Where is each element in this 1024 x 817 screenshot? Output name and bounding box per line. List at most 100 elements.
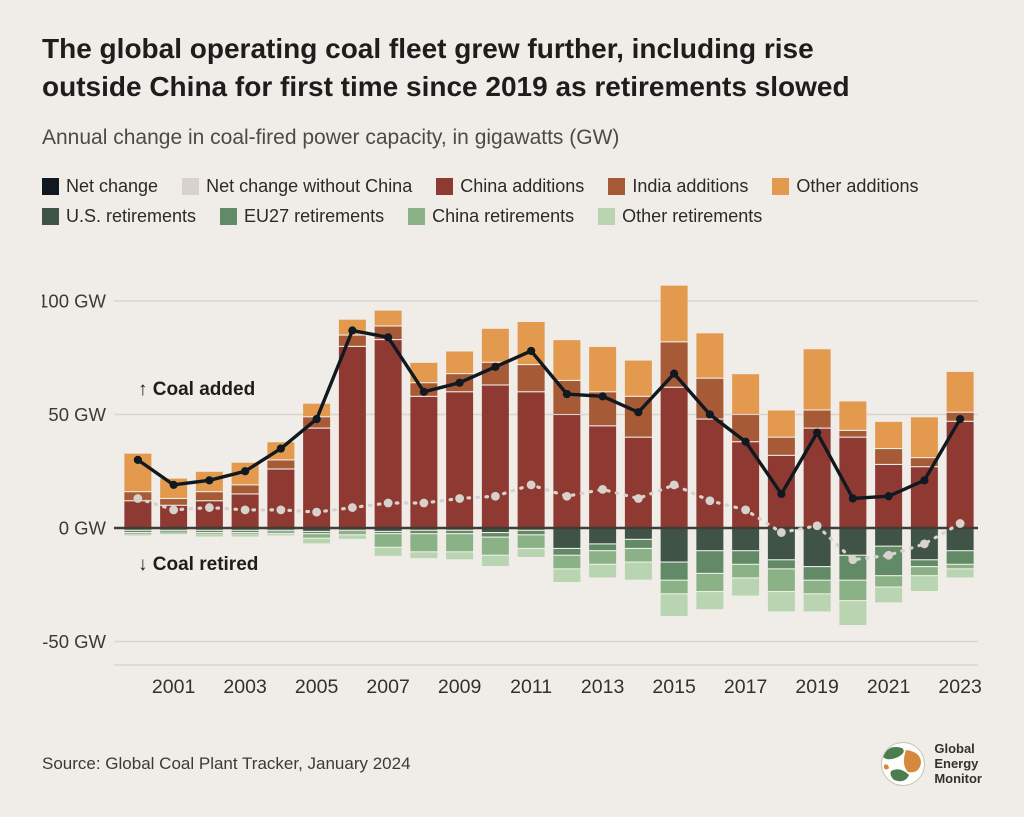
bar-segment (732, 550, 760, 564)
bar-segment (481, 385, 509, 528)
bar-segment (231, 533, 259, 537)
bar-segment (517, 391, 545, 528)
legend-item: China additions (436, 176, 584, 197)
legend-swatch (608, 177, 626, 195)
bar-segment (732, 414, 760, 441)
bar-segment (481, 532, 509, 537)
bar-segment (410, 362, 438, 382)
bar-segment (410, 551, 438, 558)
bar-segment (195, 491, 223, 500)
legend-item: India additions (608, 176, 748, 197)
bar-segment (732, 578, 760, 596)
bar-segment (589, 564, 617, 577)
y-tick-label: 100 GW (42, 290, 107, 311)
legend-swatch (772, 177, 790, 195)
bar-segment (803, 410, 831, 428)
line-point (776, 527, 786, 537)
line-point (312, 414, 321, 423)
legend-label: Net change (66, 175, 159, 196)
line-point (884, 550, 894, 560)
line-point (562, 389, 571, 398)
bar-segment (946, 564, 974, 568)
bar-segment (875, 587, 903, 602)
bar-segment (517, 321, 545, 364)
bar-segment (910, 566, 938, 575)
bar-segment (803, 580, 831, 593)
bar-segment (303, 533, 331, 538)
line-point (669, 480, 679, 489)
bar-segment (481, 528, 509, 532)
bar-segment (624, 528, 652, 539)
line-point (920, 475, 929, 485)
bar-segment (875, 528, 903, 546)
bar-segment (303, 403, 331, 416)
bar-segment (589, 544, 617, 550)
bar-segment (195, 533, 223, 537)
bar-segment (660, 285, 688, 341)
line-point (205, 475, 214, 485)
line-point (419, 387, 428, 396)
line-point (884, 491, 893, 500)
bar-segment (875, 448, 903, 464)
bar-segment (732, 564, 760, 577)
legend-item: Other additions (772, 176, 918, 197)
chart-subtitle: Annual change in coal-fired power capaci… (42, 125, 620, 149)
bar-segment (374, 339, 402, 528)
bar-segment (231, 485, 259, 493)
bar-segment (624, 360, 652, 396)
bar-segment (803, 428, 831, 528)
legend-label: Other additions (796, 175, 919, 196)
bar-segment (303, 528, 331, 531)
coal-retired-annotation: ↓ Coal retired (138, 554, 258, 575)
bar-segment (267, 469, 295, 528)
net-change-without-china-line (136, 482, 962, 561)
line-point (491, 362, 500, 371)
bar-segment (660, 562, 688, 580)
line-point (169, 480, 178, 489)
bar-segment (767, 437, 795, 455)
bar-segment (446, 533, 474, 551)
line-point (455, 493, 465, 503)
x-tick-label: 2019 (795, 676, 838, 698)
line-point (348, 326, 357, 335)
legend-row: U.S. retirements EU27 retirements China re… (42, 206, 982, 227)
bar-segment (660, 580, 688, 593)
line-point (955, 518, 965, 528)
gem-logo-text-line: Monitor (934, 771, 982, 787)
bar-segment (374, 531, 402, 533)
bar-segment (839, 430, 867, 437)
bar-segment (767, 559, 795, 568)
legend-swatch (408, 207, 426, 225)
y-tick-label: -50 GW (42, 631, 106, 652)
bar-segment (446, 551, 474, 559)
bar-segment (517, 534, 545, 548)
bar-segment (875, 421, 903, 448)
line-point (133, 493, 143, 503)
legend-swatch (182, 177, 200, 195)
line-point (598, 391, 607, 401)
bar-segment (338, 531, 366, 534)
legend-item: China retirements (408, 206, 574, 227)
bar-segment (910, 457, 938, 466)
bar-segment (481, 555, 509, 566)
gem-logo-text: Global Energy Monitor (934, 741, 982, 787)
legend-label: U.S. retirements (66, 205, 197, 226)
coal-added-annotation: ↑ Coal added (138, 379, 255, 400)
bar-segment (124, 530, 152, 532)
line-point (490, 491, 500, 501)
line-point (812, 520, 822, 530)
bar-segment (660, 387, 688, 528)
x-tick-label: 2011 (510, 676, 552, 698)
bar-segment (910, 575, 938, 591)
legend-item: EU27 retirements (220, 206, 384, 227)
x-tick-label: 2009 (438, 676, 481, 698)
bar-segment (839, 555, 867, 580)
bar-segment (589, 528, 617, 543)
bar-segment (124, 532, 152, 534)
bar-segment (946, 421, 974, 528)
bar-segment (303, 538, 331, 543)
legend-swatch (42, 207, 59, 225)
bar-segment (231, 532, 259, 534)
x-tick-label: 2013 (581, 676, 624, 698)
bar-segment (624, 562, 652, 580)
